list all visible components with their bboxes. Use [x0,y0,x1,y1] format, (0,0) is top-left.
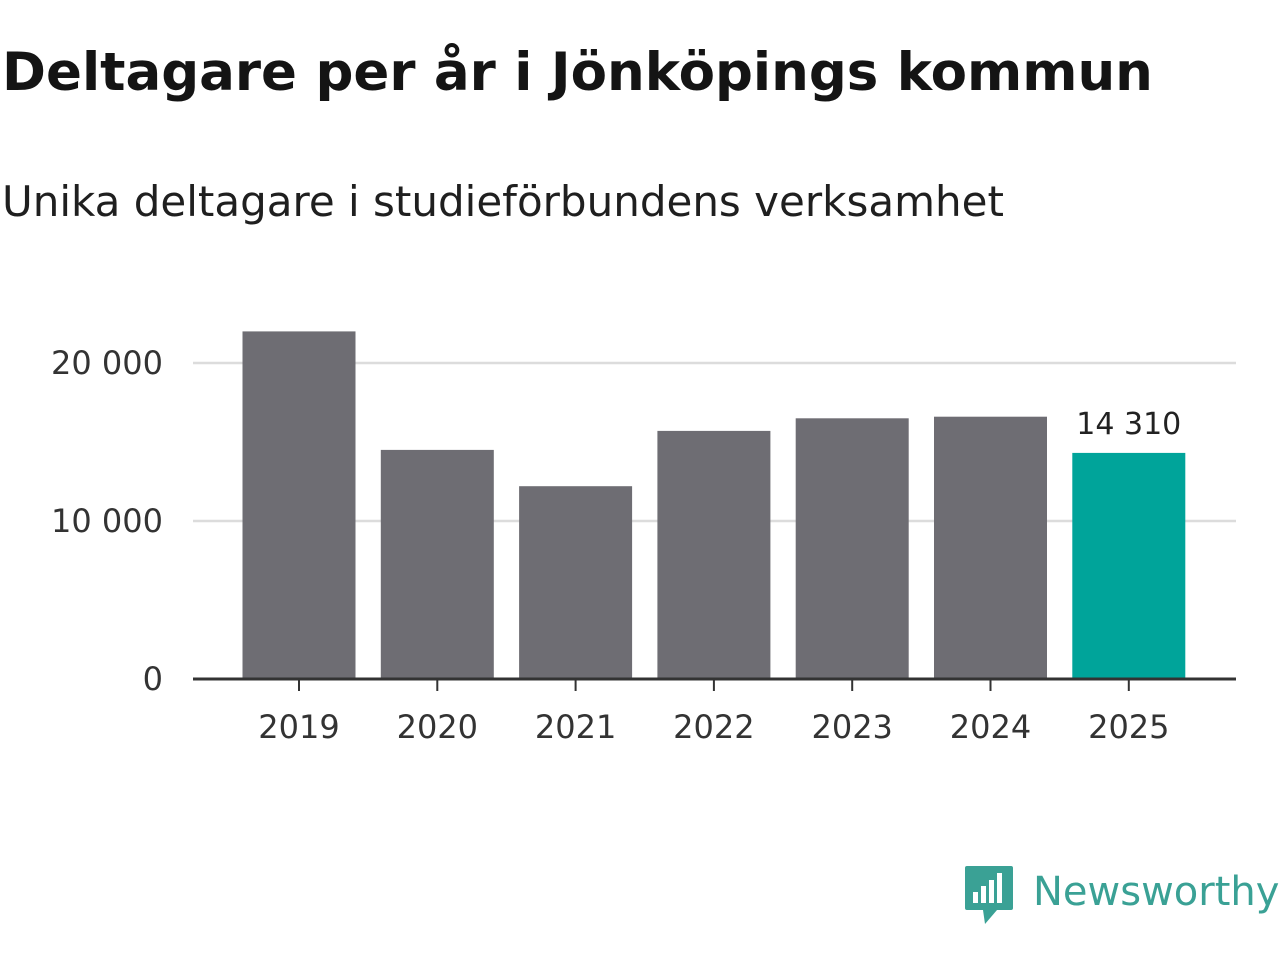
chart-title: Deltagare per år i Jönköpings kommun [2,42,1153,103]
newsworthy-logo-icon [965,866,1013,924]
x-tick-label: 2019 [258,708,339,746]
x-tick-label: 2023 [811,708,892,746]
chart-subtitle: Unika deltagare i studieförbundens verks… [2,177,1004,226]
brand-name: Newsworthy [1033,869,1280,915]
x-tick-label: 2024 [950,708,1031,746]
bar-2024 [934,416,1047,679]
bar-2022 [657,430,771,679]
bar-2019 [242,331,356,679]
x-tick-label: 2025 [1088,708,1169,746]
y-tick-label: 0 [143,660,163,698]
x-tick-label: 2021 [535,708,616,746]
brand-logo[interactable]: Newsworthy [963,862,1279,928]
bar-2020 [380,449,494,679]
data-label-2025: 14 310 [1076,407,1181,442]
labels: 0 10 000 20 000 2019 2020 2021 2022 2023 2024 202… [51,344,1181,746]
bar-2025 [1072,452,1186,679]
bars [242,331,1186,679]
x-axis [193,677,1236,691]
bar-2023 [795,418,909,679]
bar-2021 [519,486,633,679]
y-tick-label: 20 000 [51,344,163,382]
x-tick-label: 2020 [397,708,478,746]
x-tick-label: 2022 [673,708,754,746]
y-tick-label: 10 000 [51,502,163,540]
